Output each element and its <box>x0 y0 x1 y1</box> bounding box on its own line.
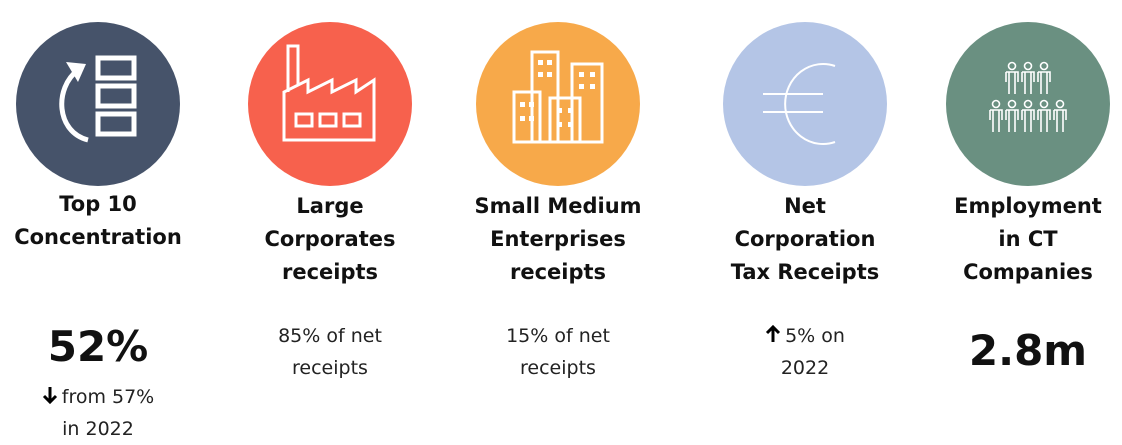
title-line: Small Medium <box>474 194 642 218</box>
detail-line: 15% of net <box>506 325 610 347</box>
detail-line: in 2022 <box>62 418 134 440</box>
card-title: Top 10 Concentration <box>0 188 208 254</box>
detail: from 57% in 2022 <box>0 381 208 445</box>
icon <box>16 22 180 186</box>
title-line: Top 10 <box>59 192 137 216</box>
detail-line: 85% of net <box>278 325 382 347</box>
card-title: Net Corporation Tax Receipts <box>695 190 915 289</box>
title-line: Corporation <box>734 227 876 251</box>
up-arrow <box>766 324 781 342</box>
card: Employment in CT Companies 2.8m <box>918 0 1122 439</box>
detail-text: from 57% <box>61 386 155 408</box>
icon <box>723 22 887 186</box>
card: Small Medium Enterprises receipts 15% of… <box>448 0 668 439</box>
detail-text: 5% on <box>785 325 845 347</box>
value: 2.8m <box>968 326 1088 375</box>
value: 52% <box>47 322 149 371</box>
title-line: Enterprises <box>490 227 626 251</box>
title-line: receipts <box>509 260 607 284</box>
title-line: Tax Receipts <box>730 260 880 284</box>
icon <box>248 22 412 186</box>
detail: 85% of net receipts <box>220 320 440 384</box>
card-title: Large Corporates receipts <box>220 190 440 289</box>
card: Large Corporates receipts 85% of net rec… <box>220 0 440 439</box>
title-line: Large <box>296 194 364 218</box>
card: Net Corporation Tax Receipts 5% on 2022 <box>695 0 915 439</box>
card: Top 10 Concentration 52% from 57% in 202… <box>0 0 208 440</box>
icon <box>946 22 1110 186</box>
title-line: receipts <box>281 260 379 284</box>
title-line: Corporates <box>264 227 396 251</box>
title-line: in CT <box>998 227 1058 251</box>
detail: 5% on 2022 <box>695 320 915 384</box>
detail-line: from 57% <box>0 381 208 413</box>
detail-line: 2022 <box>780 357 830 379</box>
detail: 15% of net receipts <box>448 320 668 384</box>
detail-line: 5% on <box>695 320 915 352</box>
title-line: Concentration <box>14 225 182 249</box>
title-line: Net <box>784 194 826 218</box>
detail-line: receipts <box>292 357 368 379</box>
detail-line: receipts <box>520 357 596 379</box>
icon <box>476 22 640 186</box>
title-line: Companies <box>963 260 1093 284</box>
down-arrow <box>42 387 57 405</box>
card-title: Employment in CT Companies <box>918 190 1122 289</box>
card-title: Small Medium Enterprises receipts <box>448 190 668 289</box>
title-line: Employment <box>954 194 1102 218</box>
